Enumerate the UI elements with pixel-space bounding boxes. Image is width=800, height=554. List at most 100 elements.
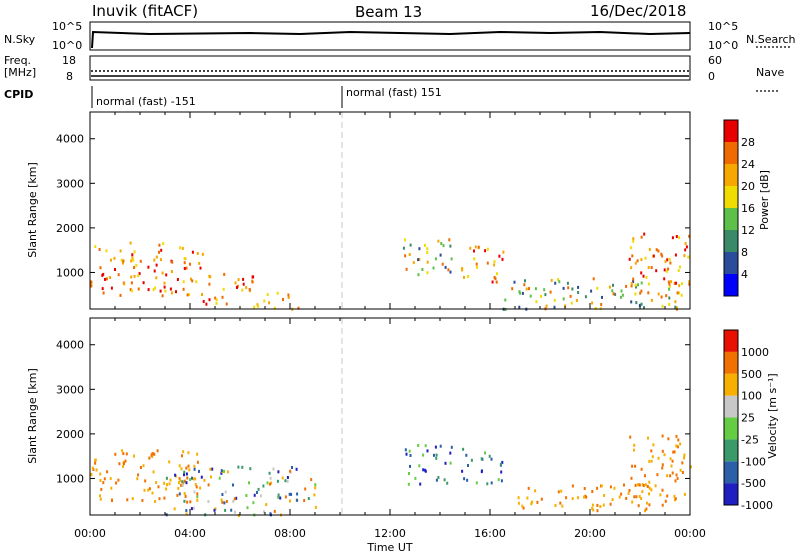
data-cell: [534, 287, 537, 291]
colorbar-swatch: [724, 186, 738, 208]
data-cell: [634, 464, 637, 468]
data-cell: [174, 473, 177, 477]
data-cell: [122, 452, 125, 456]
data-cell: [189, 500, 192, 504]
data-cell: [246, 506, 249, 510]
data-cell: [652, 443, 655, 447]
data-cell: [141, 499, 144, 502]
data-cell: [603, 494, 606, 497]
data-cell: [657, 292, 660, 296]
data-cell: [684, 242, 687, 245]
data-cell: [640, 467, 643, 471]
data-cell: [650, 488, 653, 492]
data-cell: [461, 469, 464, 473]
colorbar-swatch: [724, 439, 738, 462]
data-cell: [675, 444, 678, 448]
data-cell: [226, 470, 229, 474]
data-cell: [671, 236, 674, 240]
data-cell: [414, 476, 417, 480]
data-cell: [137, 274, 140, 278]
data-cell: [181, 454, 183, 458]
data-cell: [469, 246, 472, 250]
data-cell: [117, 273, 120, 277]
data-cell: [208, 298, 211, 302]
data-cell: [633, 443, 636, 447]
data-cell: [235, 496, 238, 500]
data-cell: [125, 452, 128, 456]
cpid-label: CPID: [4, 88, 33, 101]
data-cell: [303, 499, 306, 502]
colorbar-tick-label: 25: [741, 412, 755, 425]
data-cell: [111, 499, 113, 502]
data-cell: [90, 473, 93, 477]
data-cell: [675, 281, 678, 285]
data-cell: [155, 276, 158, 280]
data-cell: [665, 294, 668, 298]
data-cell: [142, 464, 145, 468]
data-cell: [611, 289, 614, 293]
data-cell: [550, 278, 553, 282]
data-cell: [648, 459, 651, 463]
data-cell: [194, 483, 197, 486]
x-tick-label: 16:00: [474, 527, 506, 540]
data-cell: [549, 290, 552, 294]
data-cell: [187, 464, 190, 468]
data-cell: [640, 281, 643, 285]
nsky-tick-top: 10^5: [52, 20, 82, 33]
data-cell: [182, 450, 185, 454]
data-cell: [609, 485, 612, 489]
data-cell: [307, 497, 310, 500]
data-cell: [203, 478, 206, 482]
data-cell: [115, 481, 118, 485]
data-cell: [499, 462, 502, 466]
data-cell: [402, 246, 405, 250]
data-cell: [102, 272, 105, 276]
colorbar-tick-label: 1000: [741, 346, 769, 359]
data-cell: [663, 268, 666, 272]
data-cell: [636, 483, 639, 487]
colorbar-swatch: [724, 417, 738, 440]
data-cell: [447, 268, 450, 272]
data-cell: [137, 473, 140, 477]
data-cell: [192, 506, 195, 510]
nave-label: Nave: [756, 66, 784, 79]
data-cell: [630, 300, 633, 304]
data-cell: [584, 295, 587, 299]
cpid-segment-1: normal (fast) -151: [96, 95, 196, 108]
data-cell: [289, 469, 292, 473]
data-cell: [652, 254, 655, 258]
data-cell: [596, 503, 599, 507]
data-cell: [166, 483, 168, 487]
data-cell: [422, 453, 425, 457]
data-cell: [182, 287, 185, 291]
data-cell: [449, 244, 452, 248]
data-cell: [257, 304, 260, 308]
data-cell: [664, 260, 667, 264]
data-cell: [281, 476, 284, 480]
data-cell: [663, 453, 666, 457]
data-cell: [661, 463, 664, 467]
data-cell: [675, 473, 678, 477]
data-cell: [234, 510, 236, 514]
data-cell: [130, 275, 133, 279]
data-cell: [234, 281, 237, 285]
data-cell: [221, 295, 224, 299]
data-cell: [671, 471, 674, 475]
data-cell: [314, 486, 317, 490]
data-cell: [679, 442, 682, 446]
data-cell: [644, 509, 646, 513]
data-cell: [640, 235, 643, 239]
data-cell: [677, 438, 680, 442]
power-data: [90, 232, 691, 311]
data-cell: [522, 506, 525, 510]
data-cell: [596, 486, 599, 490]
data-cell: [98, 248, 101, 251]
data-cell: [465, 453, 468, 457]
x-tick-label: 04:00: [174, 527, 206, 540]
data-cell: [635, 285, 637, 289]
data-cell: [561, 504, 564, 508]
data-cell: [688, 280, 691, 284]
data-cell: [170, 270, 173, 273]
data-cell: [540, 497, 543, 501]
colorbar-tick-label: 8: [741, 246, 748, 259]
